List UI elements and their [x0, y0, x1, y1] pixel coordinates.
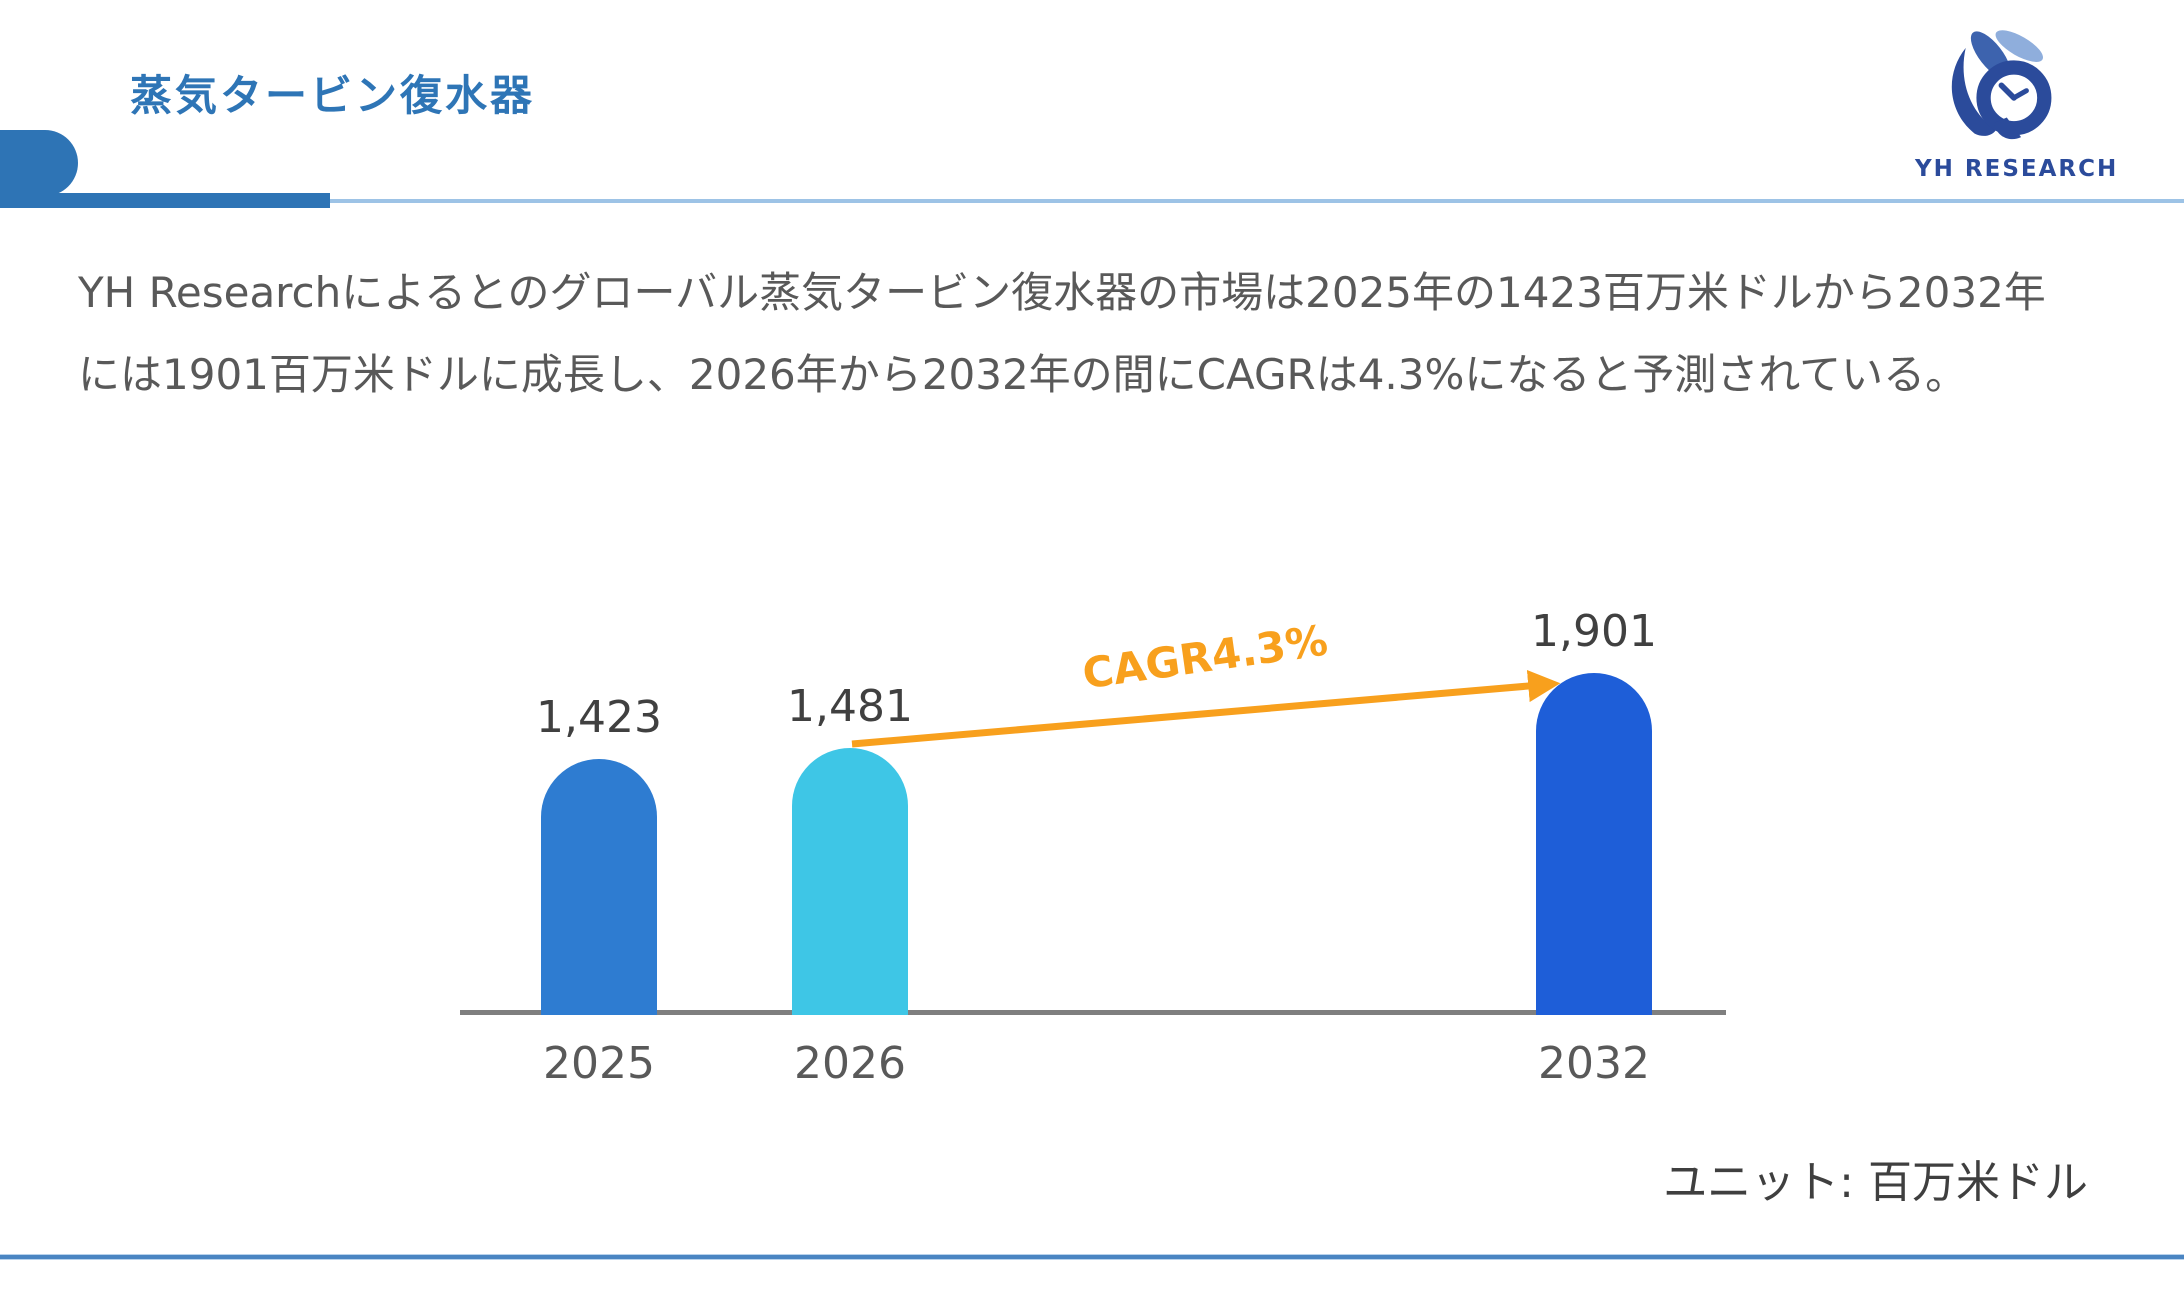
header-rule-thick	[0, 193, 330, 208]
category-label-2026: 2026	[794, 1038, 906, 1089]
summary-line-2: には1901百万米ドルに成長し、2026年から2032年の間にCAGRは4.3%…	[78, 350, 1968, 399]
footer-rule	[0, 1254, 2184, 1260]
value-label-2032: 1,901	[1531, 606, 1657, 657]
bar-2032	[1536, 673, 1652, 1015]
logo-clock-leaf-icon	[1951, 30, 2052, 140]
unit-note: ユニット: 百万米ドル	[1663, 1157, 2088, 1208]
bar-2025	[541, 759, 657, 1015]
value-label-2025: 1,423	[536, 692, 662, 743]
header-corner-tab	[0, 130, 78, 196]
x-axis-line	[460, 1010, 1726, 1015]
market-summary-paragraph: YH Researchによるとのグローバル蒸気タービン復水器の市場は2025年の…	[78, 252, 2128, 416]
category-label-2025: 2025	[543, 1038, 655, 1089]
header-rule-thin	[330, 199, 2184, 203]
cagr-arrow	[851, 669, 1561, 748]
page-title: 蒸気タービン復水器	[130, 71, 536, 120]
category-label-2032: 2032	[1538, 1038, 1650, 1089]
yh-research-logo: YH RESEARCH	[1915, 30, 2119, 190]
summary-line-1: YH Researchによるとのグローバル蒸気タービン復水器の市場は2025年の…	[78, 268, 2046, 317]
logo-wordmark: YH RESEARCH	[1915, 156, 2119, 182]
bar-2026	[792, 748, 908, 1015]
value-label-2026: 1,481	[787, 681, 913, 732]
market-forecast-bar-chart: CAGR4.3% 1,423 2025 1,481 2026 1,901 2032	[460, 560, 1726, 1126]
